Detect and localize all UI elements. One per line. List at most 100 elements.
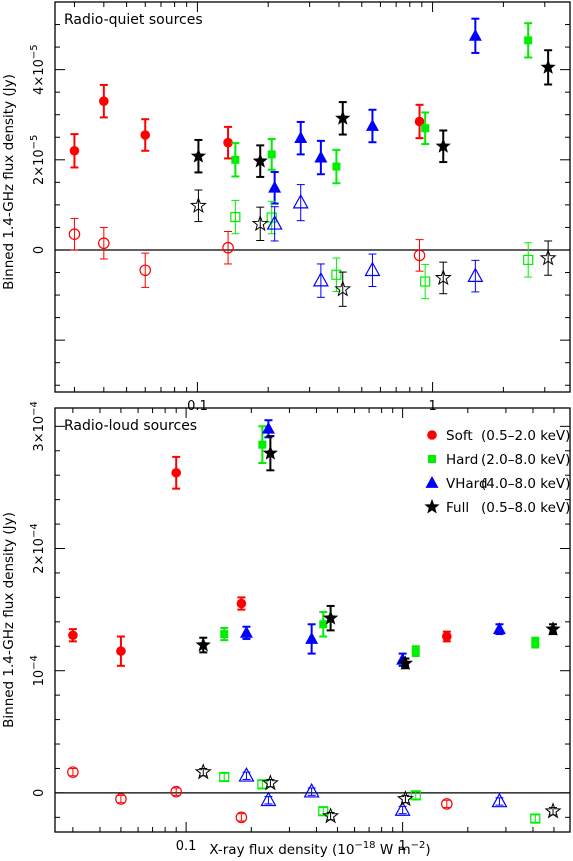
data-point-hard-filled <box>319 620 328 629</box>
data-point-soft-filled <box>223 137 233 148</box>
data-point-hard-filled <box>267 150 276 159</box>
data-point-vhard-filled <box>468 28 482 41</box>
data-point-soft-filled <box>171 467 182 478</box>
legend-label: VHard <box>446 476 488 492</box>
data-point-soft-filled <box>116 646 126 656</box>
y-tick-label: 2×10−4 <box>29 523 47 573</box>
data-point-vhard-open <box>467 267 484 282</box>
data-point-soft-open <box>413 249 426 262</box>
panel-title: Radio-quiet sources <box>64 12 203 28</box>
plot-frame <box>54 1 571 393</box>
data-point-soft-filled <box>68 630 78 641</box>
x-tick-label: 1 <box>428 399 436 414</box>
data-point-vhard-filled <box>261 421 275 434</box>
x-axis-label: X-ray flux density (10−18 W m−2) <box>209 840 430 858</box>
data-point-soft-filled <box>442 631 452 642</box>
data-point-vhard-open <box>364 261 381 277</box>
data-point-vhard-open <box>491 792 508 808</box>
data-point-full-filled <box>252 153 268 168</box>
data-point-hard-open <box>318 806 329 817</box>
data-point-vhard-open <box>238 767 255 782</box>
data-point-vhard-open <box>312 271 329 287</box>
data-point-vhard-open <box>260 791 277 807</box>
y-tick-label: 2×10−5 <box>29 135 47 185</box>
legend-marker-full <box>424 499 440 514</box>
data-point-vhard-open <box>394 801 411 816</box>
data-point-hard-filled <box>258 440 267 449</box>
data-point-vhard-filled <box>268 180 282 193</box>
legend-label: Soft <box>446 428 473 444</box>
plot-frame <box>54 407 571 833</box>
legend-band: (0.5–2.0 keV) <box>481 428 570 444</box>
data-point-hard-open <box>410 790 421 801</box>
data-point-full-open <box>251 214 269 232</box>
data-point-full-open <box>434 268 452 286</box>
data-point-hard-filled <box>524 36 533 45</box>
legend-label: Full <box>446 500 469 516</box>
data-point-soft-filled <box>414 116 425 127</box>
legend-marker-soft <box>427 430 437 440</box>
legend: Soft (0.5–2.0 keV)Hard (2.0–8.0 keV) VHard(… <box>424 428 570 516</box>
data-point-full-filled <box>335 110 351 125</box>
data-point-soft-open <box>235 811 248 824</box>
data-point-vhard-filled <box>294 131 308 144</box>
data-point-full-open <box>194 763 212 780</box>
data-point-full-filled <box>195 637 211 652</box>
legend-marker-hard <box>428 455 436 463</box>
y-tick-label: 0 <box>32 246 47 254</box>
data-point-full-filled <box>435 138 451 153</box>
legend-band: (2.0–8.0 keV) <box>481 452 570 468</box>
data-point-soft-open <box>222 241 234 254</box>
y-tick-label: 3×10−4 <box>29 401 47 451</box>
data-point-hard-open <box>530 813 541 824</box>
data-point-hard-filled <box>220 630 229 639</box>
data-point-vhard-filled <box>305 631 319 644</box>
data-point-vhard-open <box>292 193 309 209</box>
data-point-full-filled <box>397 655 414 670</box>
data-point-full-open <box>544 802 562 819</box>
x-tick-label: 0.1 <box>187 399 208 414</box>
data-point-hard-open <box>219 771 230 783</box>
data-point-vhard-filled <box>314 150 328 163</box>
data-point-soft-open <box>115 793 127 805</box>
panel-title: Radio-loud sources <box>64 418 197 434</box>
data-point-soft-filled <box>99 96 109 106</box>
legend-label: Hard <box>446 452 478 468</box>
data-point-full-filled <box>323 610 339 625</box>
data-point-full-filled <box>262 445 278 460</box>
data-point-soft-open <box>98 237 110 250</box>
data-point-soft-filled <box>69 145 80 156</box>
data-point-hard-filled <box>411 647 420 656</box>
legend-band: (4.0–8.0 keV) <box>481 476 570 492</box>
data-point-soft-filled <box>140 130 151 140</box>
legend-marker-vhard <box>425 476 439 488</box>
data-point-soft-open <box>139 264 152 277</box>
data-point-hard-open <box>230 211 241 223</box>
y-tick-label: 10−4 <box>29 655 47 686</box>
data-point-vhard-filled <box>492 622 506 635</box>
data-point-full-filled <box>190 148 207 163</box>
data-point-full-filled <box>540 59 556 74</box>
data-point-hard-open <box>331 269 342 280</box>
data-point-vhard-open <box>303 782 320 798</box>
y-axis-label: Binned 1.4-GHz flux density (Jy) <box>1 74 17 290</box>
radio-loud-panel: 0.1 1 0 10−4 2×10−4 3×10−4 Binned 1.4-GHz flux… <box>1 401 571 854</box>
data-point-full-open <box>261 774 279 791</box>
y-tick-label: 4×10−5 <box>29 44 47 94</box>
y-tick-label: 0 <box>32 789 47 797</box>
data-point-soft-open <box>441 798 453 810</box>
data-point-hard-filled <box>231 155 240 164</box>
data-point-full-filled <box>545 621 561 636</box>
data-point-hard-filled <box>332 162 341 171</box>
data-point-hard-filled <box>531 638 540 647</box>
data-point-vhard-filled <box>365 118 379 131</box>
data-point-full-open <box>539 249 557 266</box>
y-axis-label: Binned 1.4-GHz flux density (Jy) <box>1 512 17 728</box>
data-point-full-open <box>396 790 414 807</box>
data-point-soft-open <box>68 228 81 240</box>
data-point-hard-open <box>420 276 431 287</box>
data-point-full-open <box>334 280 352 297</box>
data-point-hard-filled <box>421 124 430 133</box>
data-point-vhard-open <box>266 215 283 230</box>
